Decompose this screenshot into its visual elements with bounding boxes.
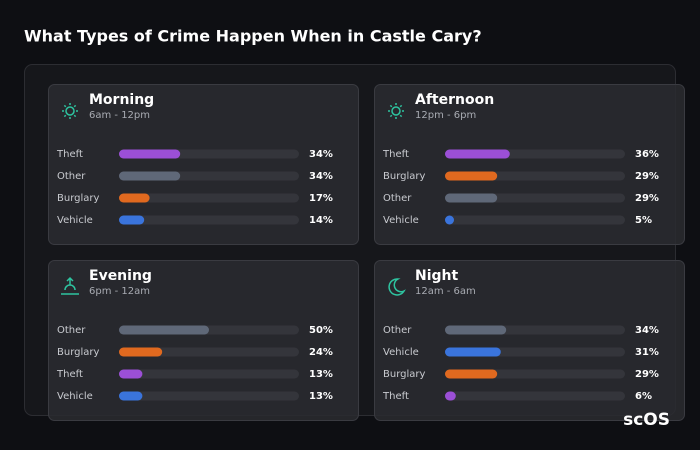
category-label: Vehicle	[383, 347, 419, 358]
value-label: 24%	[309, 347, 333, 358]
panel-subtitle: 12pm - 6pm	[415, 110, 476, 121]
panel-title: Night	[415, 268, 459, 284]
category-label: Theft	[56, 369, 83, 380]
logo-text: scOS	[623, 410, 670, 430]
panel: Night 12am - 6am Other 34% Vehicle 31% Burglar…	[374, 260, 685, 421]
logo: scOS	[623, 410, 670, 430]
value-label: 6%	[635, 391, 652, 402]
category-label: Theft	[56, 149, 83, 160]
value-label: 29%	[635, 171, 659, 182]
category-label: Other	[57, 171, 86, 182]
bar-track	[119, 391, 299, 401]
bar-track	[119, 215, 299, 225]
panel-bg	[374, 260, 685, 421]
icon-ray	[389, 104, 393, 108]
category-label: Burglary	[57, 347, 99, 358]
category-label: Burglary	[57, 193, 99, 204]
icon-sun	[65, 106, 75, 116]
category-label: Vehicle	[383, 215, 419, 226]
bar-track	[119, 193, 299, 203]
category-label: Theft	[382, 149, 409, 160]
value-label: 50%	[309, 325, 333, 336]
bar	[119, 215, 145, 225]
icon-sunrise	[61, 276, 79, 295]
panel-title: Evening	[89, 268, 152, 284]
page-title: What Types of Crime Happen When in Castl…	[24, 27, 482, 46]
value-label: 29%	[635, 193, 659, 204]
value-label: 5%	[635, 215, 652, 226]
icon-moon	[388, 278, 406, 296]
value-label: 36%	[635, 149, 659, 160]
category-label: Theft	[382, 391, 409, 402]
bar-track	[119, 369, 299, 379]
panel-subtitle: 6pm - 12am	[89, 286, 150, 297]
icon-ray	[63, 114, 67, 118]
icon-ray	[399, 114, 403, 118]
bar	[119, 369, 143, 379]
bar	[445, 391, 456, 401]
category-label: Other	[57, 325, 86, 336]
bar	[445, 369, 498, 379]
icon-ray	[73, 104, 77, 108]
value-label: 31%	[635, 347, 659, 358]
category-label: Burglary	[383, 171, 425, 182]
bar-track	[445, 391, 625, 401]
bar	[119, 149, 181, 159]
icon-ray	[389, 114, 393, 118]
category-label: Other	[383, 193, 412, 204]
bar-track	[445, 215, 625, 225]
value-label: 14%	[309, 215, 333, 226]
category-label: Burglary	[383, 369, 425, 380]
panel-title: Afternoon	[415, 92, 494, 108]
panel-bg	[374, 84, 685, 245]
bar	[119, 391, 143, 401]
bar	[119, 325, 209, 335]
panel-bg	[48, 84, 359, 245]
bar-track	[119, 347, 299, 357]
icon-ray	[399, 104, 403, 108]
icon-ray	[63, 104, 67, 108]
category-label: Vehicle	[57, 391, 93, 402]
bar	[445, 149, 510, 159]
bar	[119, 347, 163, 357]
value-label: 29%	[635, 369, 659, 380]
panel-subtitle: 12am - 6am	[415, 286, 476, 297]
panel: Afternoon 12pm - 6pm Theft 36% Burglary 29% Ot…	[374, 84, 685, 245]
bar	[119, 171, 181, 181]
category-label: Vehicle	[57, 215, 93, 226]
panel-title: Morning	[89, 92, 154, 108]
bar	[445, 325, 507, 335]
value-label: 13%	[309, 369, 333, 380]
bar	[445, 347, 501, 357]
bar	[445, 215, 454, 225]
bar	[445, 193, 498, 203]
panel-subtitle: 6am - 12pm	[89, 110, 150, 121]
panel-bg	[48, 260, 359, 421]
value-label: 34%	[309, 149, 333, 160]
panel: Evening 6pm - 12am Other 50% Burglary 24% Thef…	[48, 260, 359, 421]
icon-sun	[391, 106, 401, 116]
category-label: Other	[383, 325, 412, 336]
bar	[445, 171, 498, 181]
value-label: 17%	[309, 193, 333, 204]
icon-ray	[73, 114, 77, 118]
value-label: 34%	[309, 171, 333, 182]
value-label: 34%	[635, 325, 659, 336]
bar	[119, 193, 150, 203]
value-label: 13%	[309, 391, 333, 402]
panel: Morning 6am - 12pm Theft 34% Other 34% Burglar…	[48, 84, 359, 245]
